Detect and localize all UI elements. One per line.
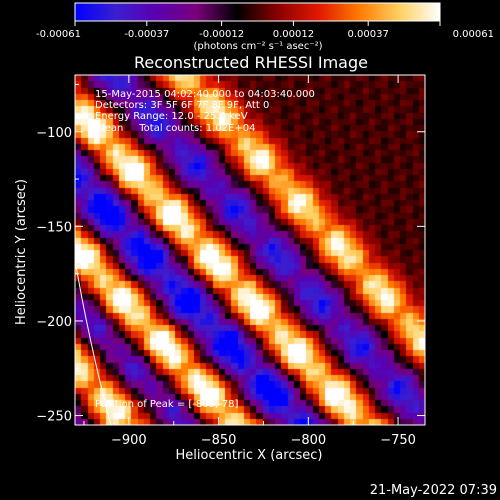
colorbar-tick-label: 0.00061	[453, 29, 494, 40]
y-tick-label: −250	[36, 410, 72, 425]
solar-limb-line	[74, 262, 112, 426]
colorbar-tick-label: -0.00012	[199, 29, 244, 40]
plot-title: Reconstructed RHESSI Image	[134, 53, 368, 72]
colorbar-tick-label: -0.00037	[124, 29, 169, 40]
x-axis-title: Heliocentric X (arcsec)	[176, 448, 323, 463]
axis-ticks: −900 −850 −800 −750 −250 −200 −150 −100	[36, 75, 425, 448]
colorbar-strip	[74, 2, 441, 22]
colorbar-unit-label: (photons cm⁻² s⁻¹ asec⁻²)	[193, 41, 322, 52]
colorbar-tick-label: 0.00037	[348, 29, 389, 40]
colorbar-tick-label: -0.00061	[36, 29, 81, 40]
x-tick-label: −800	[290, 433, 326, 448]
y-axis-title: Heliocentric Y (arcsec)	[14, 179, 29, 325]
colorbar-ticks: -0.00061 -0.00037 -0.00012 0.00012 0.00037 0.…	[36, 21, 494, 40]
y-tick-label: −100	[36, 126, 72, 141]
x-tick-label: −750	[380, 433, 416, 448]
info-annotations: 15-May-2015 04:02:40.000 to 04:03:40.000…	[95, 89, 315, 410]
x-tick-label: −900	[111, 433, 147, 448]
info-time-range: 15-May-2015 04:02:40.000 to 04:03:40.000	[95, 89, 315, 100]
info-clean-counts: Clean Total counts: 1.02E+04	[95, 123, 255, 134]
y-tick-label: −200	[36, 315, 72, 330]
colorbar: -0.00061 -0.00037 -0.00012 0.00012 0.00037 0.…	[36, 2, 494, 52]
colorbar-tick-label: 0.00012	[273, 29, 314, 40]
x-tick-label: −850	[201, 433, 237, 448]
y-tick-label: −150	[36, 220, 72, 235]
info-detectors: Detectors: 3F 5F 6F 7F 8F 9F, Att 0	[95, 100, 269, 111]
plot-frame	[74, 74, 426, 426]
heatmap-image	[75, 75, 425, 425]
peak-position-label: Position of Peak = [-809,-78]	[95, 399, 239, 410]
plot-timestamp: 21-May-2022 07:39	[370, 483, 497, 498]
info-energy-range: Energy Range: 12.0 - 25.0 keV	[95, 111, 248, 122]
heatmap-area: −900 −850 −800 −750 −250 −200 −150 −100	[36, 74, 426, 448]
